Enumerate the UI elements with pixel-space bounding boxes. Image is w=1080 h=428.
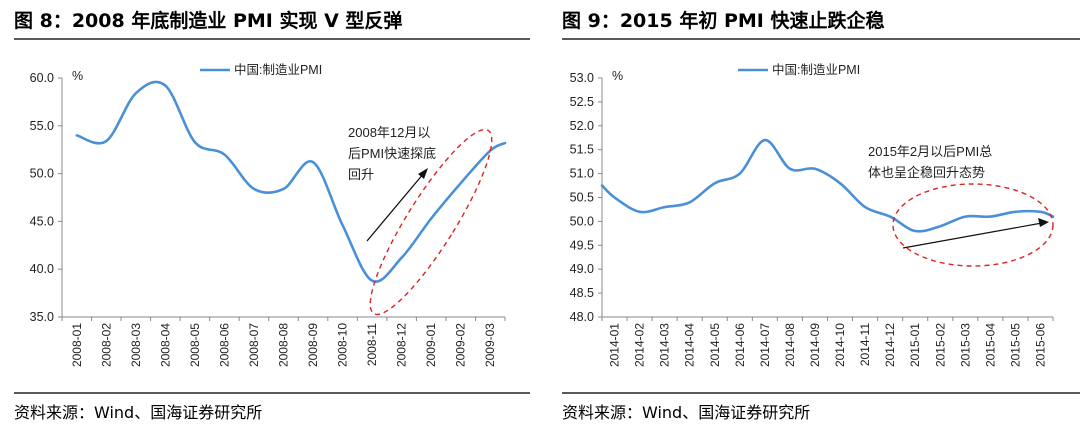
source-rule <box>14 392 530 394</box>
title-rule <box>14 38 530 40</box>
x-tick-label: 2008-12 <box>395 323 409 367</box>
source-note: 资料来源：Wind、国海证券研究所 <box>14 403 263 422</box>
y-tick-label: 40.0 <box>30 262 54 276</box>
x-tick-label: 2014-08 <box>783 323 797 367</box>
x-tick-label: 2014-11 <box>858 323 872 366</box>
highlight-ellipse <box>892 183 1054 267</box>
y-tick-label: 52.0 <box>570 119 594 133</box>
highlight-ellipse <box>369 128 493 316</box>
y-tick-label: 55.0 <box>30 119 54 133</box>
x-tick-label: 2014-06 <box>733 323 747 367</box>
x-tick-label: 2014-04 <box>683 323 697 367</box>
x-tick-label: 2014-05 <box>708 323 722 367</box>
x-tick-label: 2008-04 <box>158 323 172 367</box>
y-tick-label: 45.0 <box>30 214 54 228</box>
x-tick-label: 2014-10 <box>833 323 847 367</box>
annotation-text: 后PMI快速探底 <box>348 146 436 161</box>
x-tick-label: 2014-03 <box>658 323 672 367</box>
x-tick-label: 2008-11 <box>365 323 379 366</box>
series-line-pmi <box>600 138 1055 233</box>
x-tick-label: 2008-02 <box>99 323 113 367</box>
annotation-arrowhead <box>418 168 428 179</box>
x-tick-label: 2008-10 <box>336 323 350 367</box>
x-tick-label: 2015-04 <box>983 323 997 367</box>
x-tick-label: 2008-08 <box>277 323 291 367</box>
annotation-arrowhead <box>1038 218 1049 227</box>
annotation-text: 体也呈企稳回升态势 <box>868 165 985 180</box>
x-tick-label: 2014-12 <box>883 323 897 367</box>
chart-title: 图 8：2008 年底制造业 PMI 实现 V 型反弹 <box>14 10 403 32</box>
x-tick-label: 2008-07 <box>247 323 261 367</box>
chart-panel-left: 图 8：2008 年底制造业 PMI 实现 V 型反弹 35.0 40.0 45.0… <box>0 0 530 428</box>
y-tick-label: 48.5 <box>570 286 594 300</box>
y-tick-label: 35.0 <box>30 310 54 324</box>
y-tick-label: 51.0 <box>570 167 594 181</box>
pmi-line-chart-2008: 35.0 40.0 45.0 50.0 55.0 60.0 % 2008-01 2008-02 2… <box>30 62 507 367</box>
y-tick-label: 48.0 <box>570 310 594 324</box>
x-tick-label: 2015-06 <box>1033 323 1047 367</box>
x-tick-label: 2015-03 <box>958 323 972 367</box>
y-tick-label: 50.0 <box>570 214 594 228</box>
x-tick-label: 2015-05 <box>1008 323 1022 367</box>
x-tick-label: 2014-07 <box>758 323 772 367</box>
x-tick-label: 2008-06 <box>217 323 231 367</box>
y-tick-label: 51.5 <box>570 143 594 157</box>
y-tick-label: 50.0 <box>30 167 54 181</box>
y-tick-label: 50.5 <box>570 191 594 205</box>
x-tick-label: 2009-03 <box>483 323 497 367</box>
chart-panel-right: 图 9：2015 年初 PMI 快速止跌企稳 48.0 48.5 49.0 49.5 5… <box>548 0 1080 428</box>
x-tick-label: 2009-02 <box>454 323 468 367</box>
y-tick-label: 60.0 <box>30 71 54 85</box>
annotation-text: 回升 <box>348 167 374 182</box>
y-tick-label: 52.5 <box>570 95 594 109</box>
annotation-arrow <box>366 172 425 242</box>
chart-title: 图 9：2015 年初 PMI 快速止跌企稳 <box>562 10 885 32</box>
x-tick-label: 2009-01 <box>424 323 438 367</box>
x-tick-label: 2014-09 <box>808 323 822 367</box>
x-tick-label: 2015-01 <box>908 323 922 367</box>
annotation-text: 2015年2月以后PMI总 <box>868 144 992 159</box>
annotation-arrow <box>902 222 1043 249</box>
annotation-text: 2008年12月以 <box>348 125 430 140</box>
series-line-pmi <box>75 80 507 283</box>
x-tick-label: 2008-09 <box>306 323 320 367</box>
x-tick-label: 2014-01 <box>608 323 622 367</box>
y-axis-unit: % <box>72 69 83 83</box>
source-note: 资料来源：Wind、国海证券研究所 <box>562 403 811 422</box>
x-tick-label: 2015-02 <box>933 323 947 367</box>
x-tick-label: 2014-02 <box>633 323 647 367</box>
y-tick-label: 49.5 <box>570 238 594 252</box>
source-rule <box>562 392 1080 394</box>
y-tick-label: 49.0 <box>570 262 594 276</box>
y-axis-unit: % <box>612 69 623 83</box>
pmi-line-chart-2015: 48.0 48.5 49.0 49.5 50.0 50.5 51.0 51.5 52.0 52.5… <box>570 62 1055 367</box>
y-tick-label: 53.0 <box>570 71 594 85</box>
title-rule <box>562 38 1080 40</box>
x-tick-label: 2008-03 <box>129 323 143 367</box>
x-tick-label: 2008-05 <box>188 323 202 367</box>
legend-label: 中国:制造业PMI <box>234 62 322 77</box>
legend-label: 中国:制造业PMI <box>772 62 860 77</box>
x-tick-label: 2008-01 <box>70 323 84 367</box>
